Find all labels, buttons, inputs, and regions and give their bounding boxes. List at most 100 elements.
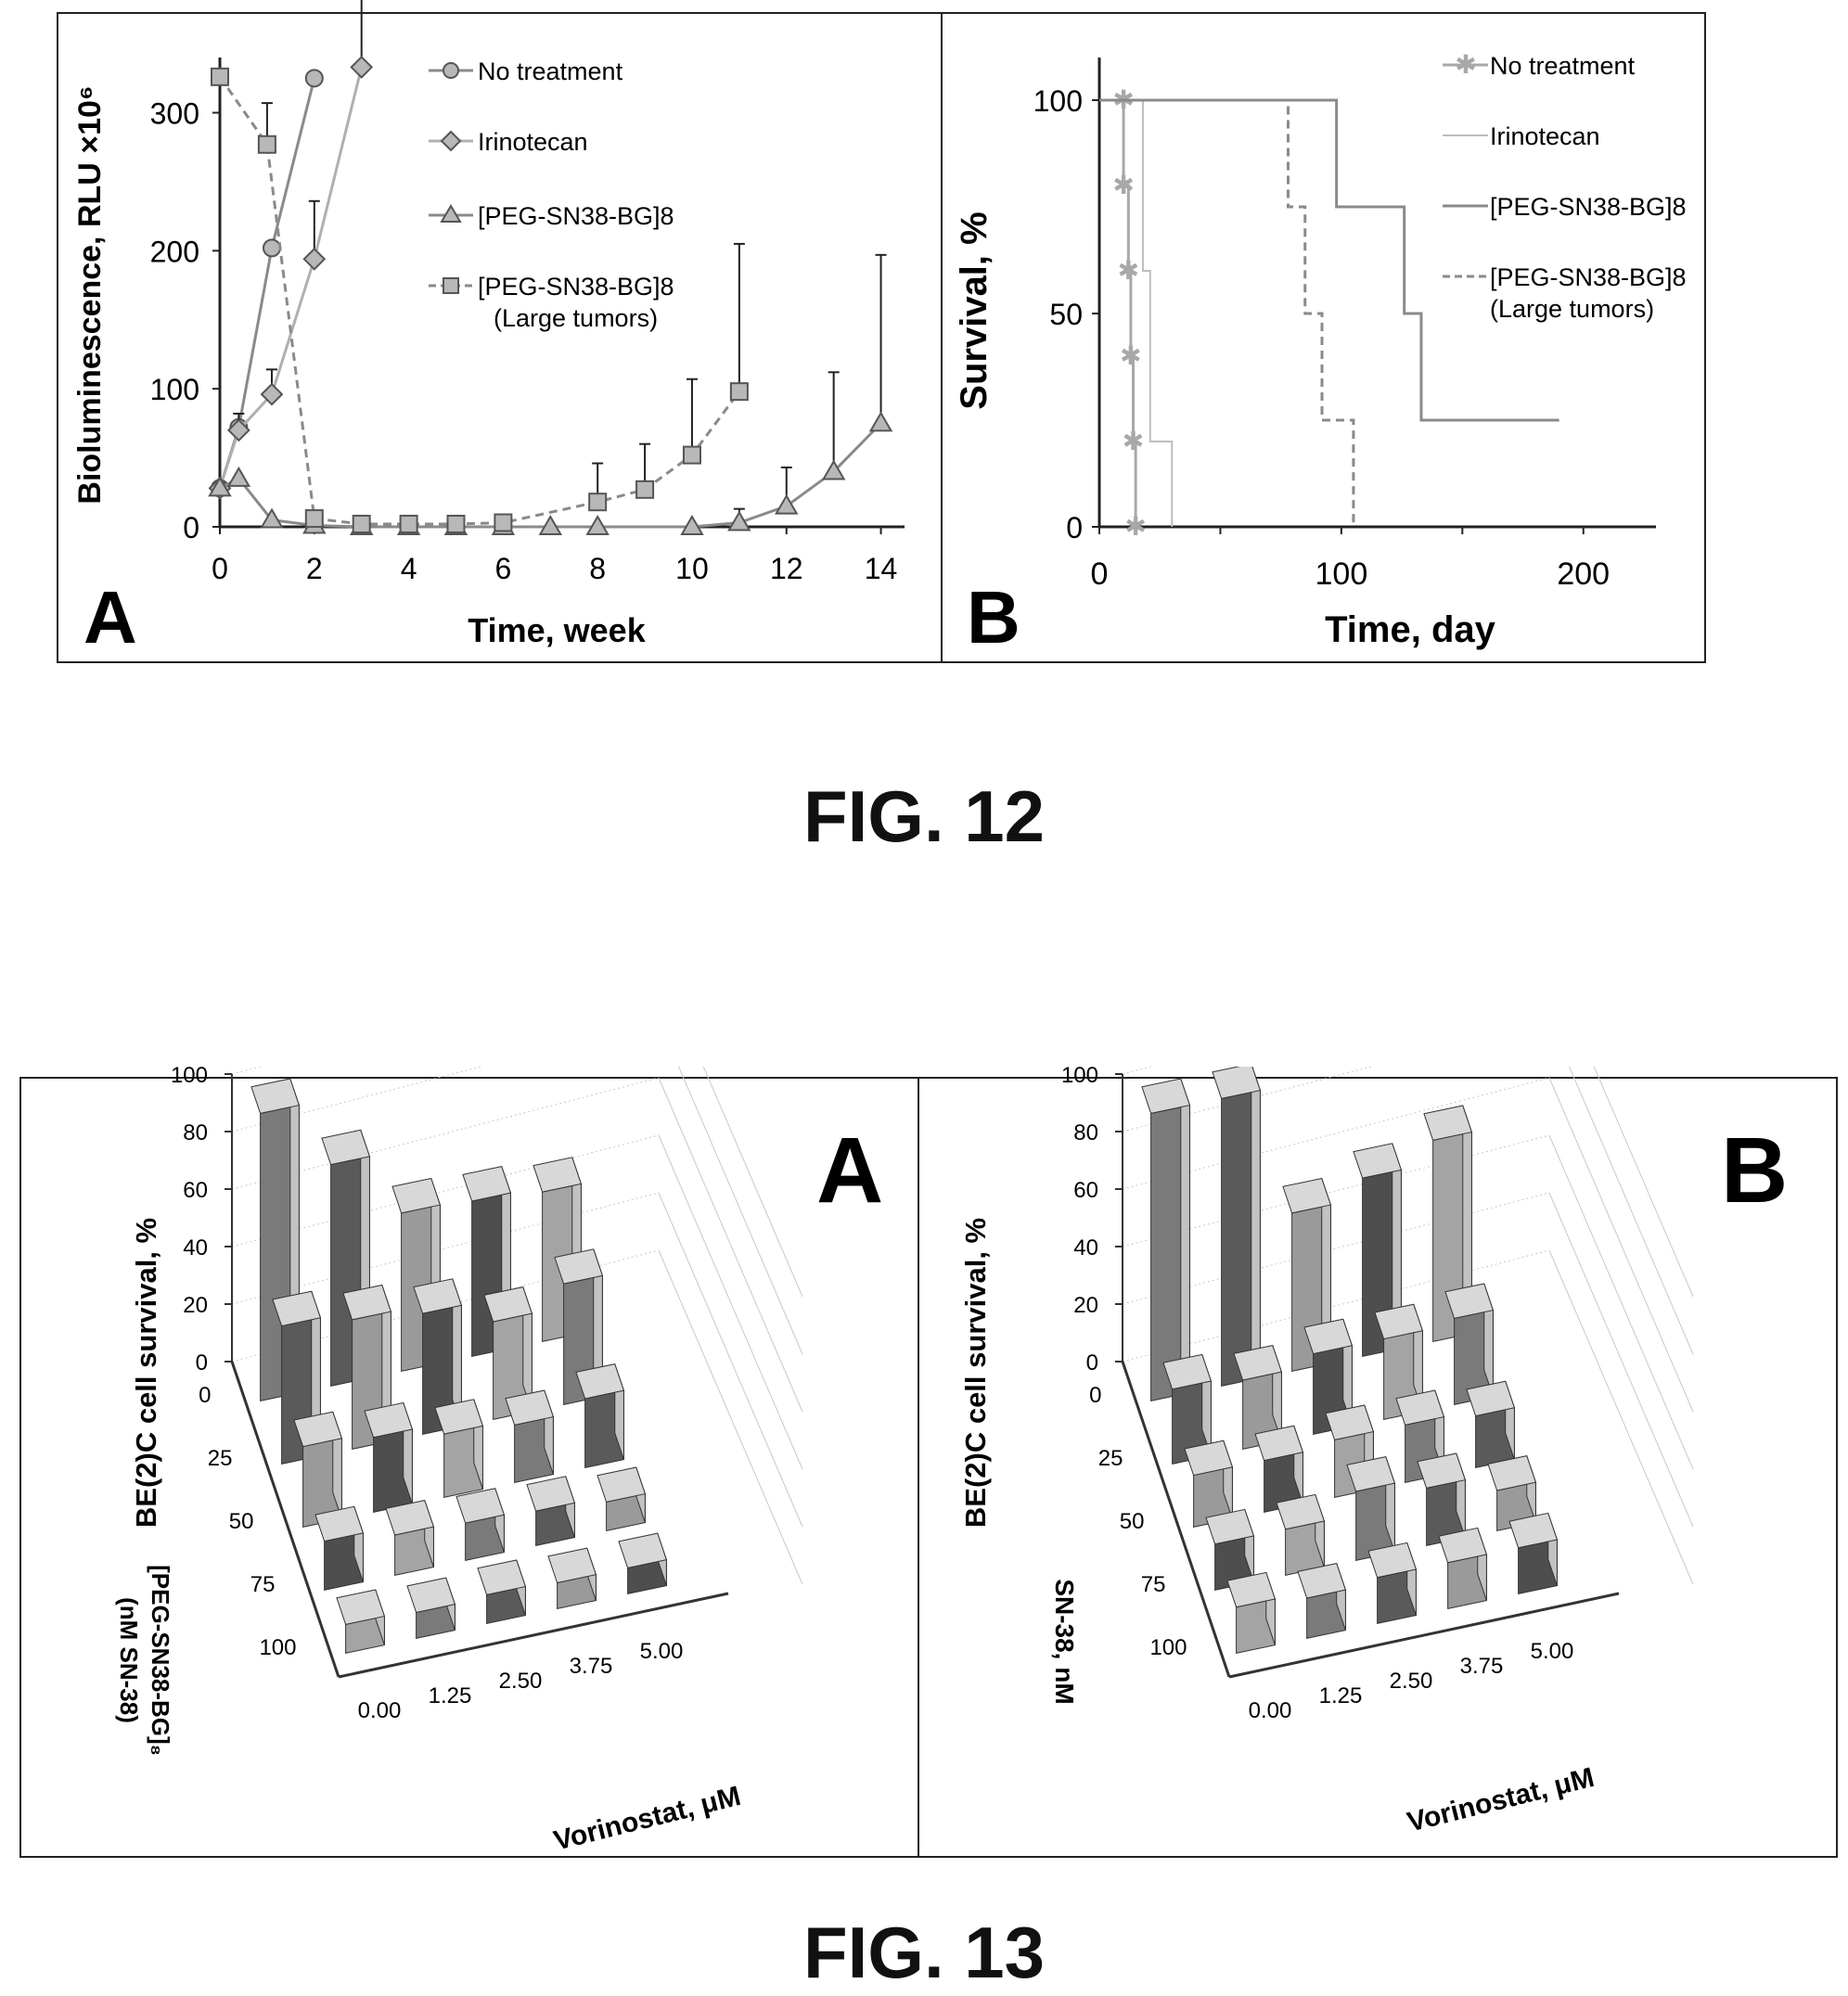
data-point-diamond: [226, 418, 250, 442]
bar-top-face: [505, 1389, 555, 1426]
bar-3d: [364, 1401, 414, 1513]
data-point-diamond: [440, 130, 462, 152]
bar-top-face: [1233, 1345, 1283, 1381]
y-axis: [230, 1361, 340, 1678]
y-tick-label: 50: [1049, 298, 1083, 331]
bar-side-face: [1251, 1067, 1261, 1378]
data-point-triangle: [868, 411, 893, 432]
panel-letter: B: [967, 576, 1020, 659]
bar-top-face: [1184, 1439, 1234, 1477]
y-tick-label: 200: [150, 235, 199, 268]
data-point-square: [446, 515, 466, 534]
bar-3d: [1162, 1353, 1213, 1465]
bar-top-face: [342, 1284, 392, 1321]
bar-top-face: [1395, 1389, 1445, 1426]
legend-label: [PEG-SN38-BG]8: [478, 273, 674, 301]
side-grid-line: [1568, 1067, 1694, 1355]
bar-top-face: [391, 1177, 442, 1214]
legend-entry: [PEG-SN38-BG]8 (Large tumors): [429, 273, 674, 332]
x-axis-label: Time, week: [468, 611, 646, 649]
bar-top-face: [1254, 1425, 1304, 1462]
bar-top-face: [1487, 1455, 1537, 1491]
z-tick-label: 80: [1073, 1120, 1098, 1145]
fig12-panel-a: 0 100 200 300 0 2 4 6 8 10 12 14 No treatment Irino…: [72, 0, 905, 659]
data-point-triangle: [208, 476, 232, 497]
fig12-panel-b: 0 50 100 0 100 200 ✱ ✱ ✱ ✱ ✱ ✱ ✱ No treatment Irino…: [954, 50, 1687, 659]
legend-label-sub: (Large tumors): [1490, 295, 1654, 323]
figure-13: 0 20 40 60 80 100 0 25 50 75 100 0.00 1.25 2.50 3.75 5.…: [19, 1067, 1838, 1858]
bar-3d: [526, 1476, 576, 1546]
data-point-diamond: [260, 382, 284, 406]
bar-3d: [1297, 1563, 1347, 1639]
x-tick-label: 0: [212, 552, 228, 585]
y-tick-label: 50: [1120, 1509, 1145, 1534]
z-tick-label: 100: [171, 1067, 208, 1088]
side-grid-line: [1548, 1077, 1694, 1413]
bar-3d: [434, 1399, 484, 1498]
legend-label: No treatment: [1490, 52, 1636, 80]
y-tick-label: 25: [208, 1446, 233, 1471]
bar-3d: [1367, 1542, 1418, 1624]
data-point-star: ✱: [1455, 50, 1476, 79]
z-tick-label: 100: [1061, 1067, 1098, 1088]
y-axis-label: [PEG-SN38-BG]₈: [147, 1565, 174, 1756]
bar-3d: [1444, 1283, 1495, 1405]
y-tick-label: 100: [1033, 84, 1083, 118]
side-grid-line: [1593, 1067, 1694, 1298]
bar-top-face: [597, 1466, 647, 1503]
y-tick-label: 50: [229, 1509, 254, 1534]
fig13-panel-a: 0 20 40 60 80 100 0 25 50 75 100 0.00 1.25 2.50 3.75 5.…: [115, 1067, 883, 1857]
data-point-diamond: [350, 56, 374, 79]
z-axis-label: BE(2)C cell survival, %: [959, 1218, 992, 1528]
step-line: [1099, 98, 1559, 422]
fig12-frame: [57, 12, 1706, 663]
series-4: [211, 67, 749, 534]
legend-label: [PEG-SN38-BG]8: [1490, 263, 1687, 291]
legend-entry: Irinotecan: [1443, 122, 1600, 150]
bar-top-face: [250, 1078, 301, 1114]
data-point-diamond: [302, 247, 327, 271]
x-tick-label: 6: [494, 552, 511, 585]
x-axis: [1228, 1592, 1620, 1679]
z-axis-label: BE(2)C cell survival, %: [130, 1218, 162, 1528]
bar-3d: [1438, 1527, 1488, 1609]
z-tick-label: 80: [183, 1120, 208, 1145]
x-tick-label: 2: [306, 552, 323, 585]
data-point-square: [635, 480, 655, 499]
bar-3d: [1233, 1345, 1283, 1450]
side-grid-line: [658, 1192, 803, 1528]
data-point-star: ✱: [1123, 427, 1144, 455]
bar-top-face: [314, 1505, 365, 1542]
z-tick-label: 20: [1073, 1293, 1098, 1318]
data-point-square: [257, 134, 276, 154]
x-tick-label: 3.75: [570, 1654, 613, 1679]
bar-top-face: [336, 1589, 386, 1625]
back-grid-line: [1122, 1134, 1550, 1248]
bar-3d: [1487, 1455, 1537, 1531]
bar-top-face: [1353, 1143, 1403, 1179]
back-grid-line: [231, 1192, 660, 1305]
data-point-triangle: [821, 459, 846, 480]
bar-top-face: [618, 1532, 668, 1569]
bar-3d: [456, 1488, 506, 1561]
bar-top-face: [1282, 1177, 1332, 1214]
x-tick-label: 4: [401, 552, 417, 585]
back-grid-line: [1122, 1067, 1153, 1075]
figure-12: 0 100 200 300 0 2 4 6 8 10 12 14 No treatment Irino…: [57, 0, 1706, 663]
legend-entry: [PEG-SN38-BG]8: [1443, 193, 1687, 221]
bar-3d: [385, 1500, 435, 1576]
data-point-square: [443, 277, 459, 294]
bar-3d: [547, 1547, 597, 1609]
bar-top-face: [293, 1411, 343, 1448]
data-point-square: [729, 382, 749, 402]
data-point-triangle: [226, 466, 251, 487]
back-grid-line: [1122, 1249, 1550, 1363]
bar-3d: [1346, 1456, 1396, 1561]
y-axis-label: Survival, %: [954, 211, 995, 409]
z-tick-label: 60: [1073, 1178, 1098, 1203]
bar-top-face: [1205, 1508, 1255, 1545]
bar-3d: [1417, 1452, 1467, 1546]
bar-top-face: [1466, 1380, 1516, 1417]
y-axis: [1121, 1361, 1231, 1678]
survival-curve-3: [1099, 98, 1559, 422]
